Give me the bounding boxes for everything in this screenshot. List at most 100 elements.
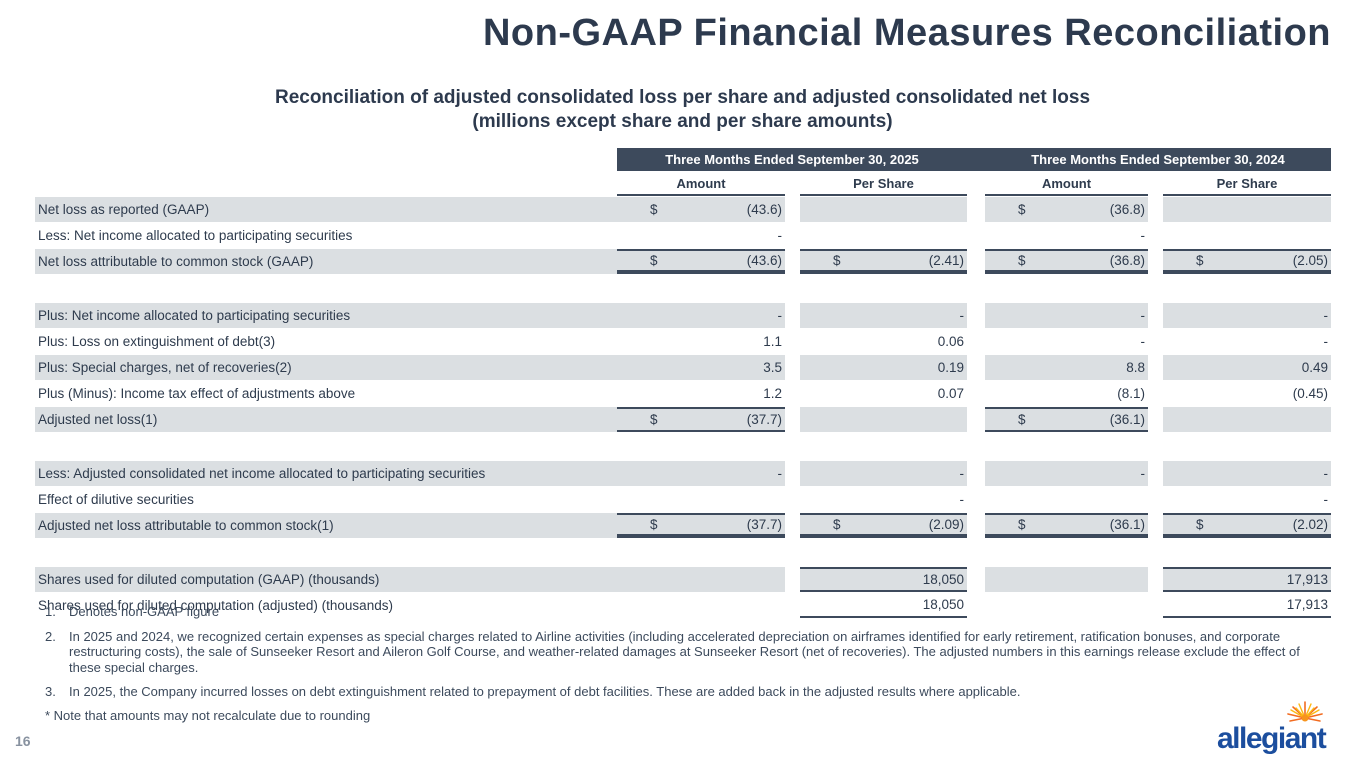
row-cell: 0.07 xyxy=(800,381,967,406)
row-label: Net loss as reported (GAAP) xyxy=(35,197,617,222)
footnotes: 1. Denotes non-GAAP figure 2. In 2025 an… xyxy=(45,604,1325,709)
row-cell: 17,913 xyxy=(1163,593,1331,618)
cell-value: 18,050 xyxy=(922,572,964,587)
row-cell: (0.45) xyxy=(1163,381,1331,406)
cell-value: 1.1 xyxy=(763,334,782,349)
cell-value: - xyxy=(1323,334,1329,349)
row-cell: $ (36.8) xyxy=(985,197,1148,222)
row-cell xyxy=(985,487,1148,512)
dollar-sign: $ xyxy=(650,253,658,268)
cell-value: 0.06 xyxy=(937,334,964,349)
cell-value: (36.1) xyxy=(1109,517,1145,532)
row-cell: $ (36.1) xyxy=(985,407,1148,432)
row-cell: 18,050 xyxy=(800,593,967,618)
column-header-pershare-2024: Per Share xyxy=(1163,172,1331,196)
cell-value: (36.1) xyxy=(1109,412,1145,427)
row-cell: $ (36.8) xyxy=(985,249,1148,274)
row-cell: - xyxy=(985,461,1148,486)
table-row: Net loss as reported (GAAP) $ (43.6) $ (36.8… xyxy=(35,197,1331,222)
footnote-2: 2. In 2025 and 2024, we recognized certa… xyxy=(45,629,1325,676)
dollar-sign: $ xyxy=(833,253,841,268)
row-label: Less: Adjusted consolidated net income a… xyxy=(35,461,617,486)
cell-value: - xyxy=(1140,466,1146,481)
cell-value: - xyxy=(1323,492,1329,507)
footnote-text: In 2025, the Company incurred losses on … xyxy=(69,684,1021,699)
cell-value: - xyxy=(1140,334,1146,349)
row-cell: $ (37.7) xyxy=(617,513,785,538)
page-number: 16 xyxy=(15,733,31,749)
row-cell: (8.1) xyxy=(985,381,1148,406)
row-cell: 0.49 xyxy=(1163,355,1331,380)
row-cell: - xyxy=(617,461,785,486)
footnote-text: In 2025 and 2024, we recognized certain … xyxy=(69,628,1300,675)
row-cell: 18,050 xyxy=(800,567,967,592)
row-label: Adjusted net loss(1) xyxy=(35,407,617,432)
cell-value: 18,050 xyxy=(922,597,964,612)
row-cell: - xyxy=(800,487,967,512)
row-cell: - xyxy=(985,303,1148,328)
table-row: Plus: Loss on extinguishment of debt(3) 1… xyxy=(35,329,1331,354)
table-row: Adjusted net loss attributable to common… xyxy=(35,513,1331,538)
row-cell: $ (2.05) xyxy=(1163,249,1331,274)
sunburst-icon xyxy=(1287,701,1323,722)
cell-value: (2.09) xyxy=(928,517,964,532)
table-row: Shares used for diluted computation (GAA… xyxy=(35,567,1331,592)
dollar-sign: $ xyxy=(1018,517,1026,532)
row-cell: - xyxy=(1163,303,1331,328)
row-cell xyxy=(1163,407,1331,432)
allegiant-logo: allegiant xyxy=(1217,700,1347,762)
dollar-sign: $ xyxy=(650,412,658,427)
row-cell: 0.19 xyxy=(800,355,967,380)
table-rows: Net loss as reported (GAAP) $ (43.6) $ (36.8… xyxy=(35,197,1331,618)
row-label: Plus: Special charges, net of recoveries… xyxy=(35,355,617,380)
row-cell xyxy=(1163,223,1331,248)
row-cell: - xyxy=(617,223,785,248)
cell-value: (36.8) xyxy=(1109,253,1145,268)
footnote-1: 1. Denotes non-GAAP figure xyxy=(45,604,1325,620)
column-header-spacer xyxy=(35,172,617,196)
cell-value: - xyxy=(1323,466,1329,481)
group-header-2025: Three Months Ended September 30, 2025 xyxy=(665,152,919,167)
table-group-header-band: Three Months Ended September 30, 2025 Th… xyxy=(617,148,1331,171)
logo-wordmark: allegiant xyxy=(1217,722,1327,755)
row-label: Effect of dilutive securities xyxy=(38,492,194,507)
footnote-number: 3. xyxy=(45,684,56,699)
column-header-amount-2024: Amount xyxy=(985,172,1148,196)
footnote-number: 2. xyxy=(45,628,56,644)
table-spacer xyxy=(35,274,1331,302)
cell-value: (2.41) xyxy=(928,253,964,268)
cell-value: 17,913 xyxy=(1286,597,1328,612)
row-label: Plus: Net income allocated to participat… xyxy=(35,303,617,328)
footnote-text: Denotes non-GAAP figure xyxy=(69,604,220,619)
cell-value: (36.8) xyxy=(1109,202,1145,217)
subtitle-line2: (millions except share and per share amo… xyxy=(472,111,893,132)
table-row: Plus: Net income allocated to participat… xyxy=(35,303,1331,328)
cell-value: (43.6) xyxy=(746,253,782,268)
row-cell: $ (2.02) xyxy=(1163,513,1331,538)
cell-value: (2.05) xyxy=(1292,253,1328,268)
row-cell: $ (36.1) xyxy=(985,513,1148,538)
dollar-sign: $ xyxy=(1196,517,1204,532)
row-cell xyxy=(800,197,967,222)
table-row: Less: Net income allocated to participat… xyxy=(35,223,1331,248)
row-cell xyxy=(1163,197,1331,222)
group-header-2024: Three Months Ended September 30, 2024 xyxy=(1031,152,1285,167)
row-cell: 8.8 xyxy=(985,355,1148,380)
dollar-sign: $ xyxy=(833,517,841,532)
cell-value: 1.2 xyxy=(763,386,782,401)
row-label: Shares used for diluted computation (GAA… xyxy=(35,567,617,592)
cell-value: 17,913 xyxy=(1286,572,1328,587)
cell-value: 0.19 xyxy=(937,360,964,375)
dollar-sign: $ xyxy=(650,517,658,532)
row-cell xyxy=(985,567,1148,592)
row-label: Shares used for diluted computation (adj… xyxy=(38,598,393,613)
column-header-pershare-2025: Per Share xyxy=(800,172,967,196)
row-label: Less: Net income allocated to participat… xyxy=(38,228,353,243)
row-cell: - xyxy=(985,329,1148,354)
cell-value: - xyxy=(777,308,783,323)
page-title: Non-GAAP Financial Measures Reconciliati… xyxy=(482,12,1331,54)
dollar-sign: $ xyxy=(650,202,658,217)
table-row: Plus (Minus): Income tax effect of adjus… xyxy=(35,381,1331,406)
row-cell xyxy=(800,407,967,432)
cell-value: (2.02) xyxy=(1292,517,1328,532)
